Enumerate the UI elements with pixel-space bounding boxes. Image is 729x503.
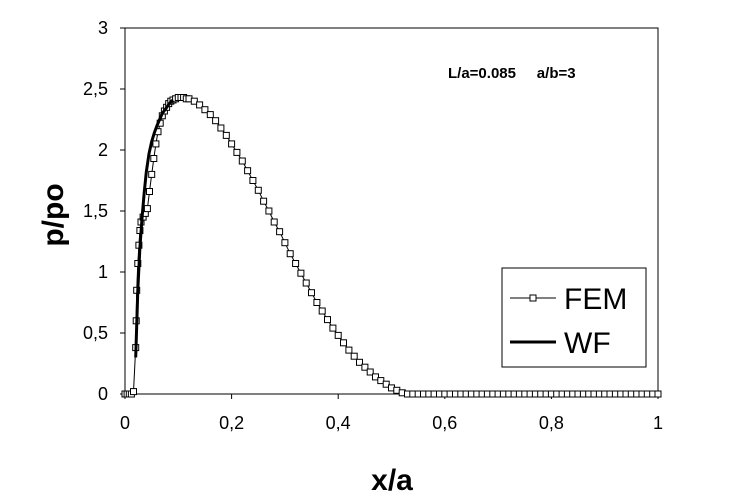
- legend: FEM WF: [501, 267, 647, 368]
- y-tick-label: 1,5: [83, 201, 108, 221]
- data-point-fem: [292, 260, 300, 267]
- y-tick-label: 0: [98, 384, 108, 404]
- data-point-fem: [190, 97, 198, 105]
- y-tick-label: 1: [98, 262, 108, 282]
- x-axis-title: x/a: [371, 464, 413, 497]
- data-point-fem: [265, 207, 273, 215]
- data-point-fem: [281, 239, 289, 247]
- axis-ticks: 0 0,2 0,4 0,6 0,8 1 0 0,5 1 1,5 2 2,5 3: [83, 18, 663, 433]
- y-tick-label: 3: [98, 18, 108, 38]
- data-point-fem: [146, 188, 153, 195]
- data-point-fem: [329, 324, 337, 332]
- x-tick-label: 0,2: [219, 413, 244, 433]
- data-point-fem: [324, 316, 331, 324]
- data-point-fem: [148, 170, 156, 178]
- data-point-fem: [318, 307, 326, 315]
- data-point-fem: [254, 186, 262, 194]
- data-point-fem: [356, 358, 363, 366]
- x-tick-label: 0,8: [539, 413, 564, 433]
- data-point-fem: [212, 117, 220, 125]
- data-point-fem: [260, 197, 268, 205]
- data-point-fem: [196, 101, 204, 109]
- y-tick-label: 2: [98, 140, 108, 160]
- data-point-fem: [308, 289, 315, 297]
- data-point-fem: [350, 352, 358, 360]
- data-point-fem: [143, 205, 151, 213]
- legend-fem-label: FEM: [564, 283, 627, 316]
- x-tick-label: 1: [653, 413, 663, 433]
- chart-annotation: L/a=0.085 a/b=3: [448, 65, 576, 82]
- data-point-fem: [222, 131, 230, 139]
- data-point-fem: [345, 346, 353, 354]
- data-point-fem: [152, 140, 160, 148]
- y-axis-title: p/po: [37, 183, 70, 246]
- data-point-fem: [361, 363, 369, 371]
- legend-fem-marker: [529, 294, 537, 302]
- data-point-fem: [130, 388, 137, 396]
- y-tick-label: 2,5: [83, 79, 108, 99]
- x-tick-label: 0,4: [326, 413, 351, 433]
- x-tick-label: 0,6: [432, 413, 457, 433]
- data-point-fem: [654, 390, 662, 398]
- data-point-fem: [244, 167, 252, 175]
- legend-wf-label: WF: [564, 327, 611, 360]
- data-point-fem: [340, 339, 347, 347]
- data-point-fem: [206, 111, 214, 119]
- data-point-fem: [334, 331, 342, 339]
- data-point-fem: [286, 250, 294, 258]
- data-point-fem: [366, 368, 374, 376]
- data-point-fem: [217, 124, 225, 132]
- data-point-fem: [297, 269, 305, 277]
- data-point-fem: [372, 373, 379, 381]
- data-point-fem: [313, 299, 321, 306]
- data-point-fem: [233, 148, 241, 156]
- x-tick-label: 0: [120, 413, 130, 433]
- data-point-fem: [150, 155, 158, 162]
- y-tick-label: 0,5: [83, 323, 108, 343]
- data-point-fem: [276, 228, 284, 236]
- series-line-wf: [134, 98, 174, 358]
- data-point-fem: [377, 377, 385, 385]
- legend-box: [501, 267, 647, 368]
- data-point-fem: [238, 157, 246, 165]
- data-point-fem: [249, 177, 257, 184]
- data-point-fem: [228, 140, 236, 148]
- data-point-fem: [302, 279, 310, 287]
- series-layer: [121, 94, 662, 398]
- data-point-fem: [270, 218, 278, 226]
- data-point-fem: [201, 106, 209, 114]
- data-point-fem: [382, 380, 390, 388]
